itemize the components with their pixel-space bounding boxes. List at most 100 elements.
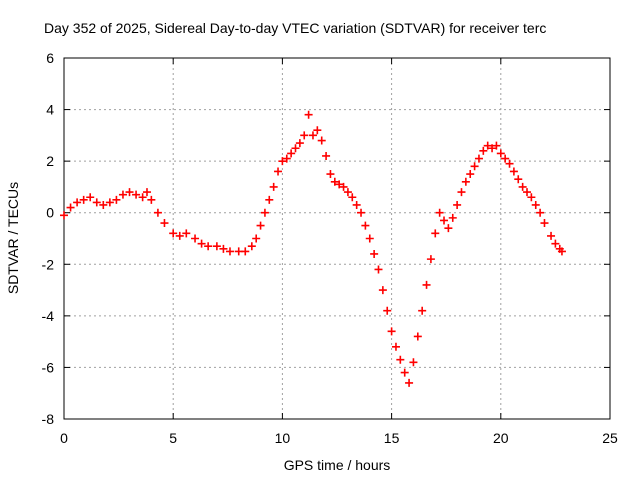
data-point [479, 146, 488, 155]
x-tick-label: 15 [384, 430, 400, 446]
data-point [197, 239, 206, 248]
data-point [461, 177, 470, 186]
data-point [540, 219, 549, 228]
data-point [444, 224, 453, 233]
data-point [426, 255, 435, 264]
y-tick-label: 2 [46, 153, 54, 169]
data-point [431, 229, 440, 238]
gridlines [64, 58, 610, 419]
data-point [348, 193, 357, 202]
data-point [287, 149, 296, 158]
data-point [352, 200, 361, 209]
data-point [335, 180, 344, 189]
data-point [160, 219, 169, 228]
data-point [418, 306, 427, 315]
data-point [413, 332, 422, 341]
data-point [400, 368, 409, 377]
data-point [470, 162, 479, 171]
data-point [551, 239, 560, 248]
data-point [536, 208, 545, 217]
data-point [153, 208, 162, 217]
data-point [383, 306, 392, 315]
data-point [105, 198, 114, 207]
data-point [365, 234, 374, 243]
data-point [501, 154, 510, 163]
data-point [138, 193, 147, 202]
x-tick-label: 5 [169, 430, 177, 446]
data-point [322, 151, 331, 160]
data-point [295, 139, 304, 148]
data-point [132, 190, 141, 199]
axis-ticks: 0 5 10 15 20 25 -8 -6 -4 -2 0 2 4 6 [42, 50, 618, 446]
data-point [518, 182, 527, 191]
data-point [330, 177, 339, 186]
data-point [175, 231, 184, 240]
y-tick-label: 4 [46, 102, 54, 118]
y-axis-label: SDTVAR / TECUs [5, 182, 21, 294]
data-point [225, 247, 234, 256]
data-point [557, 247, 566, 256]
data-point [483, 141, 492, 150]
data-point [60, 211, 68, 220]
x-axis-label: GPS time / hours [284, 457, 391, 473]
data-point [282, 154, 291, 163]
data-point [219, 244, 228, 253]
data-series [60, 110, 566, 387]
data-point [265, 195, 274, 204]
data-point [514, 175, 523, 184]
data-point [339, 182, 348, 191]
data-point [92, 198, 101, 207]
x-tick-label: 10 [275, 430, 291, 446]
data-point [300, 131, 309, 140]
x-tick-label: 0 [60, 430, 68, 446]
data-point [247, 242, 256, 251]
y-tick-label: 0 [46, 205, 54, 221]
data-point [291, 144, 300, 153]
data-point [391, 342, 400, 351]
data-point [440, 216, 449, 225]
data-point [409, 358, 418, 367]
data-point [125, 188, 134, 197]
data-point [147, 195, 156, 204]
y-tick-label: -6 [42, 359, 55, 375]
data-point [466, 170, 475, 179]
data-point [191, 234, 200, 243]
data-point [204, 242, 213, 251]
data-point [387, 327, 396, 336]
data-point [66, 203, 75, 212]
data-point [212, 242, 221, 251]
data-point [457, 188, 466, 197]
data-point [422, 280, 431, 289]
data-point [453, 200, 462, 209]
data-point [86, 193, 95, 202]
data-point [523, 188, 532, 197]
data-point [488, 144, 497, 153]
y-tick-label: -8 [42, 411, 55, 427]
data-point [509, 167, 518, 176]
x-tick-label: 20 [493, 430, 509, 446]
data-point [269, 182, 278, 191]
data-point [278, 157, 287, 166]
data-point [313, 126, 322, 135]
data-point [260, 208, 269, 217]
data-point [118, 190, 127, 199]
data-point [317, 136, 326, 145]
data-point [527, 193, 536, 202]
data-point [492, 141, 501, 150]
y-tick-label: -4 [42, 308, 55, 324]
data-point [304, 110, 313, 119]
data-point [182, 229, 191, 238]
series-sdtvar [60, 110, 566, 387]
data-point [112, 195, 121, 204]
data-point [505, 159, 514, 168]
data-point [531, 200, 540, 209]
data-point [79, 195, 88, 204]
data-point [370, 249, 379, 258]
chart-title: Day 352 of 2025, Sidereal Day-to-day VTE… [44, 20, 546, 36]
data-point [474, 154, 483, 163]
x-tick-label: 25 [602, 430, 618, 446]
data-point [374, 265, 383, 274]
data-point [308, 131, 317, 140]
y-tick-label: 6 [46, 50, 54, 66]
